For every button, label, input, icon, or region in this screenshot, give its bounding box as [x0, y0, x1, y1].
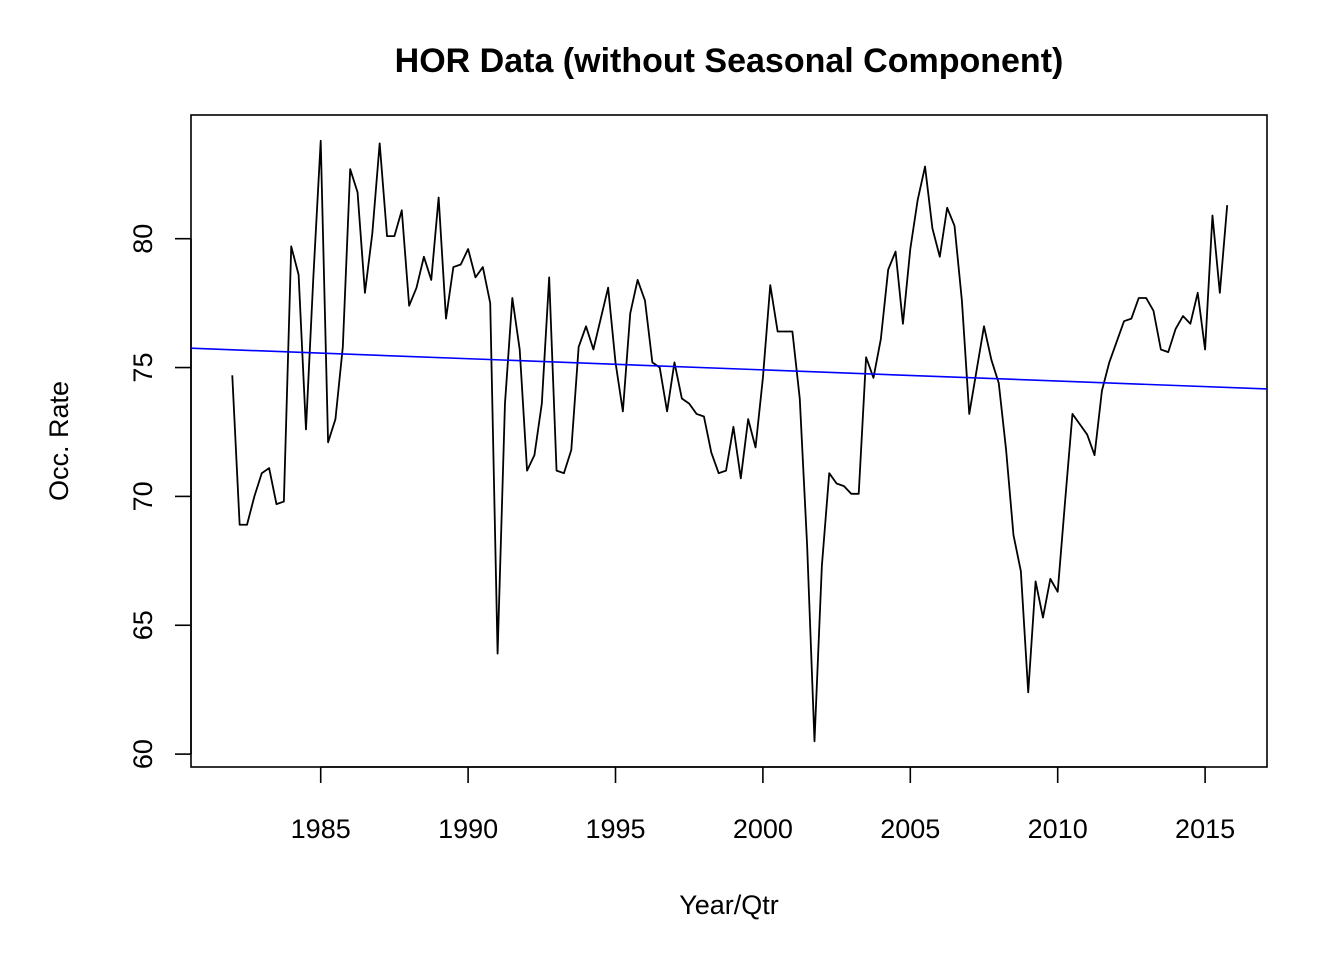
- y-axis-label: Occ. Rate: [44, 381, 74, 501]
- y-tick-label: 65: [128, 610, 158, 640]
- trend-line: [191, 347, 1267, 390]
- x-tick-label: 1990: [438, 814, 498, 844]
- x-tick-label: 2010: [1028, 814, 1088, 844]
- x-axis-label: Year/Qtr: [679, 890, 779, 920]
- x-tick-label: 2015: [1175, 814, 1235, 844]
- y-tick-label: 75: [128, 353, 158, 383]
- series-line: [231, 139, 1229, 743]
- x-tick-label: 2000: [733, 814, 793, 844]
- x-axis: 1985 1990 1995 2000 2005 2010 2015: [291, 766, 1235, 844]
- y-tick-label: 70: [128, 481, 158, 511]
- chart-title: HOR Data (without Seasonal Component): [395, 42, 1064, 80]
- plot-area: [191, 139, 1267, 743]
- series-layer: [191, 139, 1267, 743]
- y-tick-label: 80: [128, 224, 158, 254]
- x-tick-label: 1985: [291, 814, 351, 844]
- x-tick-label: 2005: [880, 814, 940, 844]
- y-axis: 60 65 70 75 80: [128, 224, 192, 769]
- y-tick-label: 60: [128, 739, 158, 769]
- x-tick-label: 1995: [585, 814, 645, 844]
